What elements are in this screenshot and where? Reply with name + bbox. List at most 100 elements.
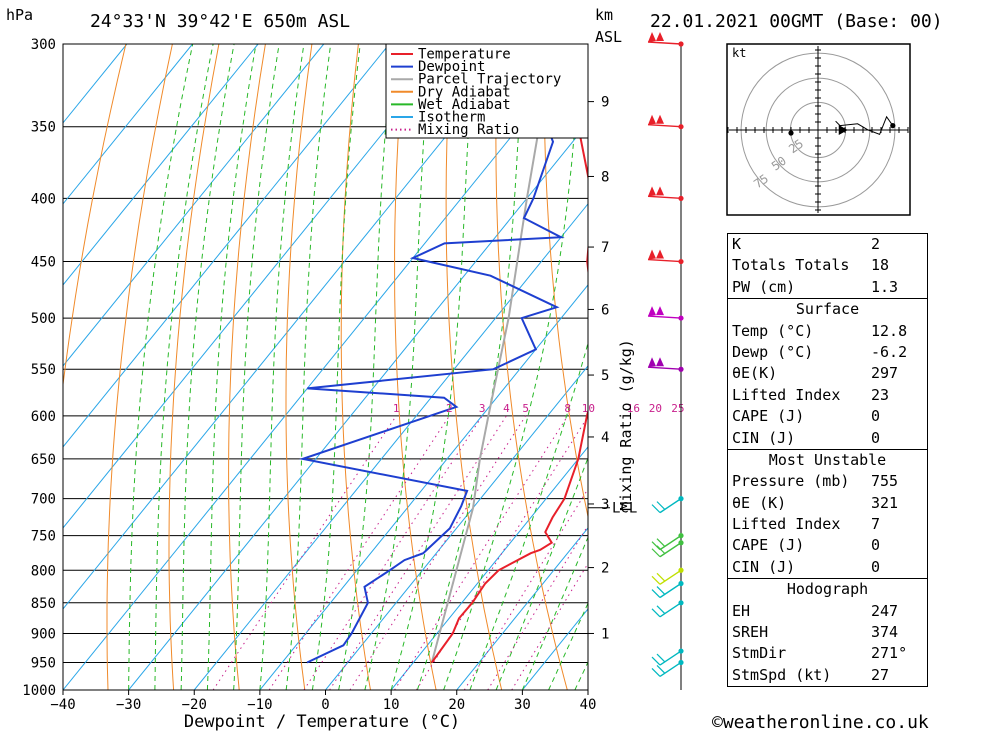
legend-label: Mixing Ratio (418, 122, 519, 138)
dry-adiabat-line (228, 44, 266, 690)
hodograph-unit: kt (732, 46, 746, 60)
cape-value: 0 (871, 407, 881, 426)
pressure-tick-label: 750 (31, 529, 56, 545)
mixing-ratio-value: 3 (479, 402, 486, 415)
isotherm-line (63, 44, 587, 690)
hodograph-ring-label: 50 (769, 154, 789, 174)
stmdir-row: StmDir 271° (728, 643, 927, 664)
pw-row: PW (cm) 1.3 (728, 277, 927, 298)
surface-title: Surface (728, 298, 927, 320)
isotherm-line (325, 365, 588, 690)
wet-adiabat-line (233, 44, 280, 690)
tt-value: 18 (871, 256, 890, 275)
pressure-tick-label: 800 (31, 563, 56, 579)
dry-adiabat-line (285, 44, 313, 690)
mixing-ratio-line (349, 415, 527, 690)
cape-row: CAPE (J) 0 (728, 406, 927, 427)
wet-adiabat-line (548, 602, 588, 690)
hodograph-trace (835, 115, 894, 136)
tt-row: Totals Totals 18 (728, 255, 927, 276)
dry-adiabat-line (445, 44, 503, 690)
pressure-tick-label: 650 (31, 452, 56, 468)
wet-adiabat-line (495, 456, 588, 690)
wind-barb (647, 114, 684, 130)
wind-barb (651, 496, 684, 514)
theta-label: θE(K) (732, 364, 778, 383)
dewp-row: Dewp (°C) -6.2 (728, 342, 927, 363)
unit-hpa: hPa (6, 6, 33, 24)
mixing-ratio-line (329, 415, 507, 690)
theta-row: θE(K) 297 (728, 363, 927, 384)
wind-barb (651, 567, 684, 585)
tt-label: Totals Totals (732, 256, 850, 275)
wind-barbs (647, 32, 684, 678)
mixing-ratio-value: 1 (393, 402, 400, 415)
parcel-trajectory-line (430, 44, 555, 663)
wet-adiabat-line (206, 44, 257, 690)
wet-adiabat-line (390, 44, 475, 690)
dry-adiabat-line (495, 44, 568, 690)
stmspd-value: 27 (871, 665, 890, 684)
li-value: 23 (871, 385, 890, 404)
dry-adiabat-line (543, 44, 588, 519)
mu-cin-label: CIN (J) (732, 557, 796, 576)
temp-tick-label: −40 (50, 697, 75, 713)
cape-label: CAPE (J) (732, 407, 805, 426)
wet-adiabat-line (416, 44, 524, 690)
wind-barb (651, 648, 684, 666)
km-tick-label: 4 (601, 430, 609, 446)
wet-adiabat-line (128, 44, 194, 690)
sreh-label: SREH (732, 623, 769, 642)
wind-barb (651, 600, 684, 618)
mu-li-value: 7 (871, 515, 881, 534)
mu-pressure-value: 755 (871, 472, 899, 491)
mixing-ratio-line (212, 415, 397, 690)
wind-barb (647, 306, 684, 321)
location-title: 24°33'N 39°42'E 650m ASL (90, 11, 350, 32)
mixing-ratio-line (268, 415, 450, 690)
dry-adiabat-line (394, 44, 437, 690)
eh-value: 247 (871, 601, 899, 620)
stmdir-value: 271° (871, 644, 908, 663)
pressure-tick-label: 1000 (22, 683, 56, 699)
mixing-ratio-value: 16 (627, 402, 640, 415)
pressure-tick-label: 550 (31, 362, 56, 378)
temperature-axis: −40 −30 −20 −10 0 10 20 30 40 (50, 690, 596, 713)
mu-li-row: Lifted Index 7 (728, 514, 927, 535)
dry-adiabat-line (917, 44, 1000, 690)
pw-label: PW (cm) (732, 277, 796, 296)
background-lines (63, 44, 1000, 690)
pressure-tick-label: 400 (31, 191, 56, 207)
unit-km: km (595, 6, 613, 24)
mu-theta-label: θE (K) (732, 493, 787, 512)
isotherm-line (193, 203, 588, 690)
hodograph-ring-label: 25 (786, 136, 806, 156)
stmspd-row: StmSpd (kt) 27 (728, 665, 927, 686)
eh-label: EH (732, 601, 751, 620)
stmspd-label: StmSpd (kt) (732, 665, 832, 684)
mu-cin-value: 0 (871, 557, 881, 576)
pressure-tick-label: 600 (31, 409, 56, 425)
temp-tick-label: 40 (580, 697, 597, 713)
mu-theta-value: 321 (871, 493, 899, 512)
isotherm-line (63, 44, 390, 448)
km-tick-label: 6 (601, 302, 609, 318)
mixing-ratio-axis-label: Mixing Ratio (g/kg) (617, 339, 635, 511)
isotherm-line (456, 527, 588, 690)
temp-tick-label: 0 (321, 697, 329, 713)
dry-adiabat-line (168, 44, 220, 690)
x-axis-label: Dewpoint / Temperature (°C) (184, 712, 460, 732)
dry-adiabat-line (963, 44, 1000, 690)
mixing-ratio-value: 4 (503, 402, 510, 415)
mu-li-label: Lifted Index (732, 515, 841, 534)
legend-label: Temperature (418, 47, 511, 63)
wind-barb (651, 659, 684, 678)
theta-value: 297 (871, 364, 899, 383)
temp-tick-label: −10 (247, 697, 272, 713)
pressure-axis: 300 350 400 450 500 550 600 650 700 750 800 850 900 9… (22, 37, 56, 699)
mixing-ratio-value: 8 (564, 402, 571, 415)
pressure-tick-label: 500 (31, 311, 56, 327)
